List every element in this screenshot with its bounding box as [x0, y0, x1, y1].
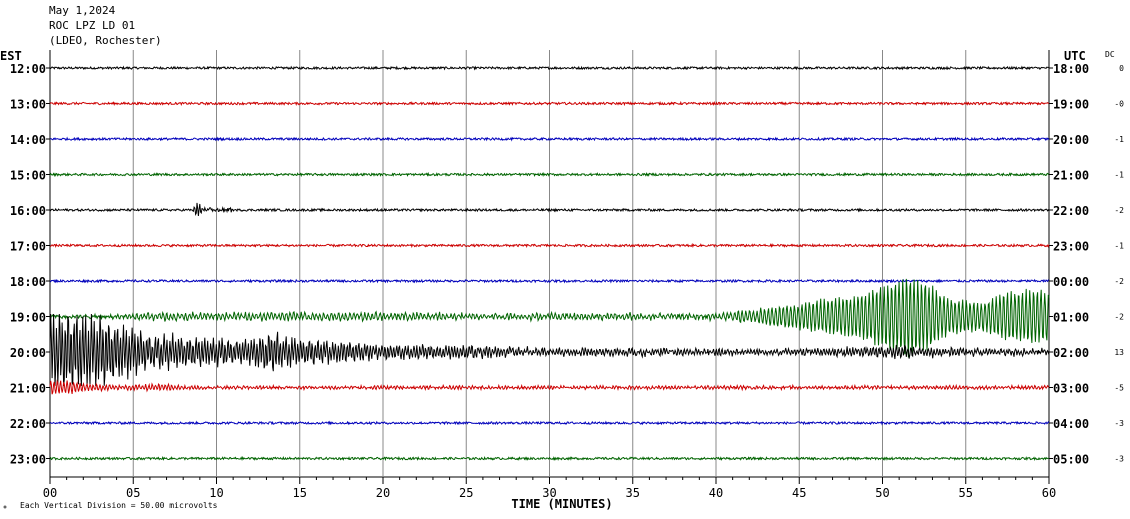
est-tick-label: 18:00: [10, 275, 46, 289]
trace-2100: [49, 379, 1050, 395]
x-tick-label: 50: [875, 486, 889, 500]
dc-value-label: -1: [1114, 171, 1124, 180]
x-tick-label: 35: [626, 486, 640, 500]
x-tick-label: 60: [1042, 486, 1056, 500]
trace-1500: [49, 171, 1050, 178]
dc-value-label: -2: [1114, 206, 1124, 215]
x-tick-label: 05: [126, 486, 140, 500]
x-tick-label: 15: [293, 486, 307, 500]
dc-value-label: -0: [1114, 100, 1124, 109]
network-label: (LDEO, Rochester): [49, 34, 162, 47]
utc-tick-label: 23:00: [1053, 240, 1089, 254]
utc-tick-label: 19:00: [1053, 98, 1089, 112]
trace-1600: [49, 202, 1050, 217]
utc-tick-label: 20:00: [1053, 133, 1089, 147]
trace-1700: [49, 242, 1050, 249]
utc-tick-label: 05:00: [1053, 453, 1089, 467]
x-tick-label: 00: [43, 486, 57, 500]
est-tick-label: 17:00: [10, 240, 46, 254]
est-tick-label: 15:00: [10, 169, 46, 183]
dc-value-label: -2: [1114, 313, 1124, 322]
utc-axis-label: UTC: [1064, 49, 1086, 63]
utc-tick-label: 18:00: [1053, 62, 1089, 76]
x-axis-title: TIME (MINUTES): [511, 497, 612, 511]
trace-1300: [49, 100, 1050, 107]
trace-2200: [49, 420, 1050, 426]
x-tick-label: 25: [459, 486, 473, 500]
grid: [46, 50, 1053, 484]
axis-labels: 00 05 10 15 20 25 30 35 40 45 50 55 60 EST UTC DC TIME (…: [0, 49, 1124, 511]
utc-tick-label: 03:00: [1053, 382, 1089, 396]
trace-1900: [49, 278, 1050, 358]
x-tick-label: 55: [959, 486, 973, 500]
est-tick-label: 13:00: [10, 98, 46, 112]
utc-tick-label: 02:00: [1053, 346, 1089, 360]
est-tick-label: 14:00: [10, 133, 46, 147]
dc-value-label: -3: [1114, 419, 1124, 428]
est-tick-label: 21:00: [10, 382, 46, 396]
trace-1400: [49, 136, 1050, 142]
trace-2000: [49, 313, 1050, 387]
est-tick-label: 12:00: [10, 62, 46, 76]
dc-value-label: -1: [1114, 242, 1124, 251]
est-axis-label: EST: [0, 49, 22, 63]
est-tick-label: 20:00: [10, 346, 46, 360]
traces: [49, 65, 1050, 462]
est-tick-label: 19:00: [10, 311, 46, 325]
est-tick-label: 22:00: [10, 417, 46, 431]
x-tick-label: 40: [709, 486, 723, 500]
trace-1800: [49, 278, 1050, 284]
x-tick-label: 10: [209, 486, 223, 500]
station-label: ROC LPZ LD 01: [49, 19, 136, 32]
trace-1200: [49, 65, 1049, 71]
dc-header-label: DC: [1105, 50, 1115, 59]
scale-note: Each Vertical Division = 50.00 microvolt…: [20, 501, 218, 510]
dc-value-label: -3: [1114, 455, 1124, 464]
utc-tick-label: 04:00: [1053, 417, 1089, 431]
x-tick-label: 30: [542, 486, 556, 500]
corner-mark-icon: [3, 505, 7, 509]
dc-value-label: -5: [1114, 384, 1124, 393]
dc-value-label: 13: [1114, 348, 1124, 357]
dc-value-label: -2: [1114, 277, 1124, 286]
trace-2300: [49, 455, 1050, 462]
dc-value-label: -1: [1114, 135, 1124, 144]
utc-tick-label: 00:00: [1053, 275, 1089, 289]
utc-tick-label: 01:00: [1053, 311, 1089, 325]
dc-value-label: 0: [1119, 64, 1124, 73]
utc-tick-label: 22:00: [1053, 204, 1089, 218]
x-tick-label: 45: [792, 486, 806, 500]
x-tick-label: 20: [376, 486, 390, 500]
date-label: May 1,2024: [49, 4, 116, 17]
est-tick-label: 16:00: [10, 204, 46, 218]
est-tick-label: 23:00: [10, 453, 46, 467]
utc-tick-label: 21:00: [1053, 169, 1089, 183]
